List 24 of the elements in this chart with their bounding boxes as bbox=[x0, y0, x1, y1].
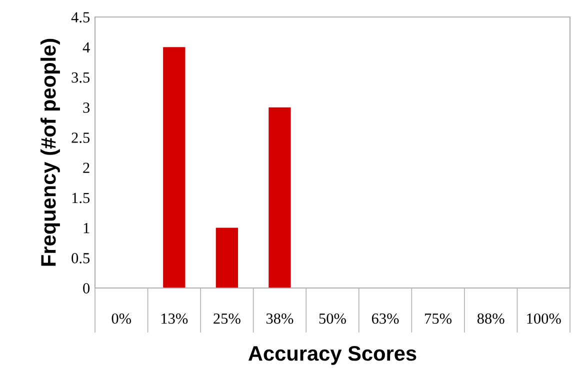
bar bbox=[216, 228, 238, 288]
y-tick-label: 4.5 bbox=[71, 12, 90, 23]
x-tick-label: 88% bbox=[477, 313, 504, 324]
y-tick-label: 4 bbox=[82, 42, 90, 52]
y-axis-title: Frequency (#of people) bbox=[40, 38, 60, 266]
y-tick-label: 0 bbox=[83, 283, 90, 294]
bar bbox=[163, 47, 186, 288]
y-tick-label: 3 bbox=[83, 102, 90, 113]
y-tick-label: 2 bbox=[83, 162, 90, 173]
y-tick-label: 0.5 bbox=[72, 253, 90, 264]
x-tick-label: 50% bbox=[319, 313, 346, 324]
x-tick-label: 0% bbox=[112, 313, 132, 324]
x-tick-label: 75% bbox=[425, 313, 452, 324]
x-axis-title: Accuracy Scores bbox=[248, 346, 416, 365]
x-tick-label: 100% bbox=[527, 313, 561, 324]
x-tick-label: 25% bbox=[214, 313, 240, 324]
bar bbox=[268, 107, 291, 288]
x-tick-label: 38% bbox=[266, 313, 294, 324]
y-tick-label: 3.5 bbox=[72, 72, 90, 83]
y-tick-label: 1.5 bbox=[72, 192, 90, 204]
x-tick-label: 63% bbox=[372, 313, 399, 324]
y-tick-label: 2.5 bbox=[72, 132, 90, 143]
x-tick-label: 13% bbox=[162, 313, 188, 324]
y-tick-label: 1 bbox=[84, 222, 90, 234]
